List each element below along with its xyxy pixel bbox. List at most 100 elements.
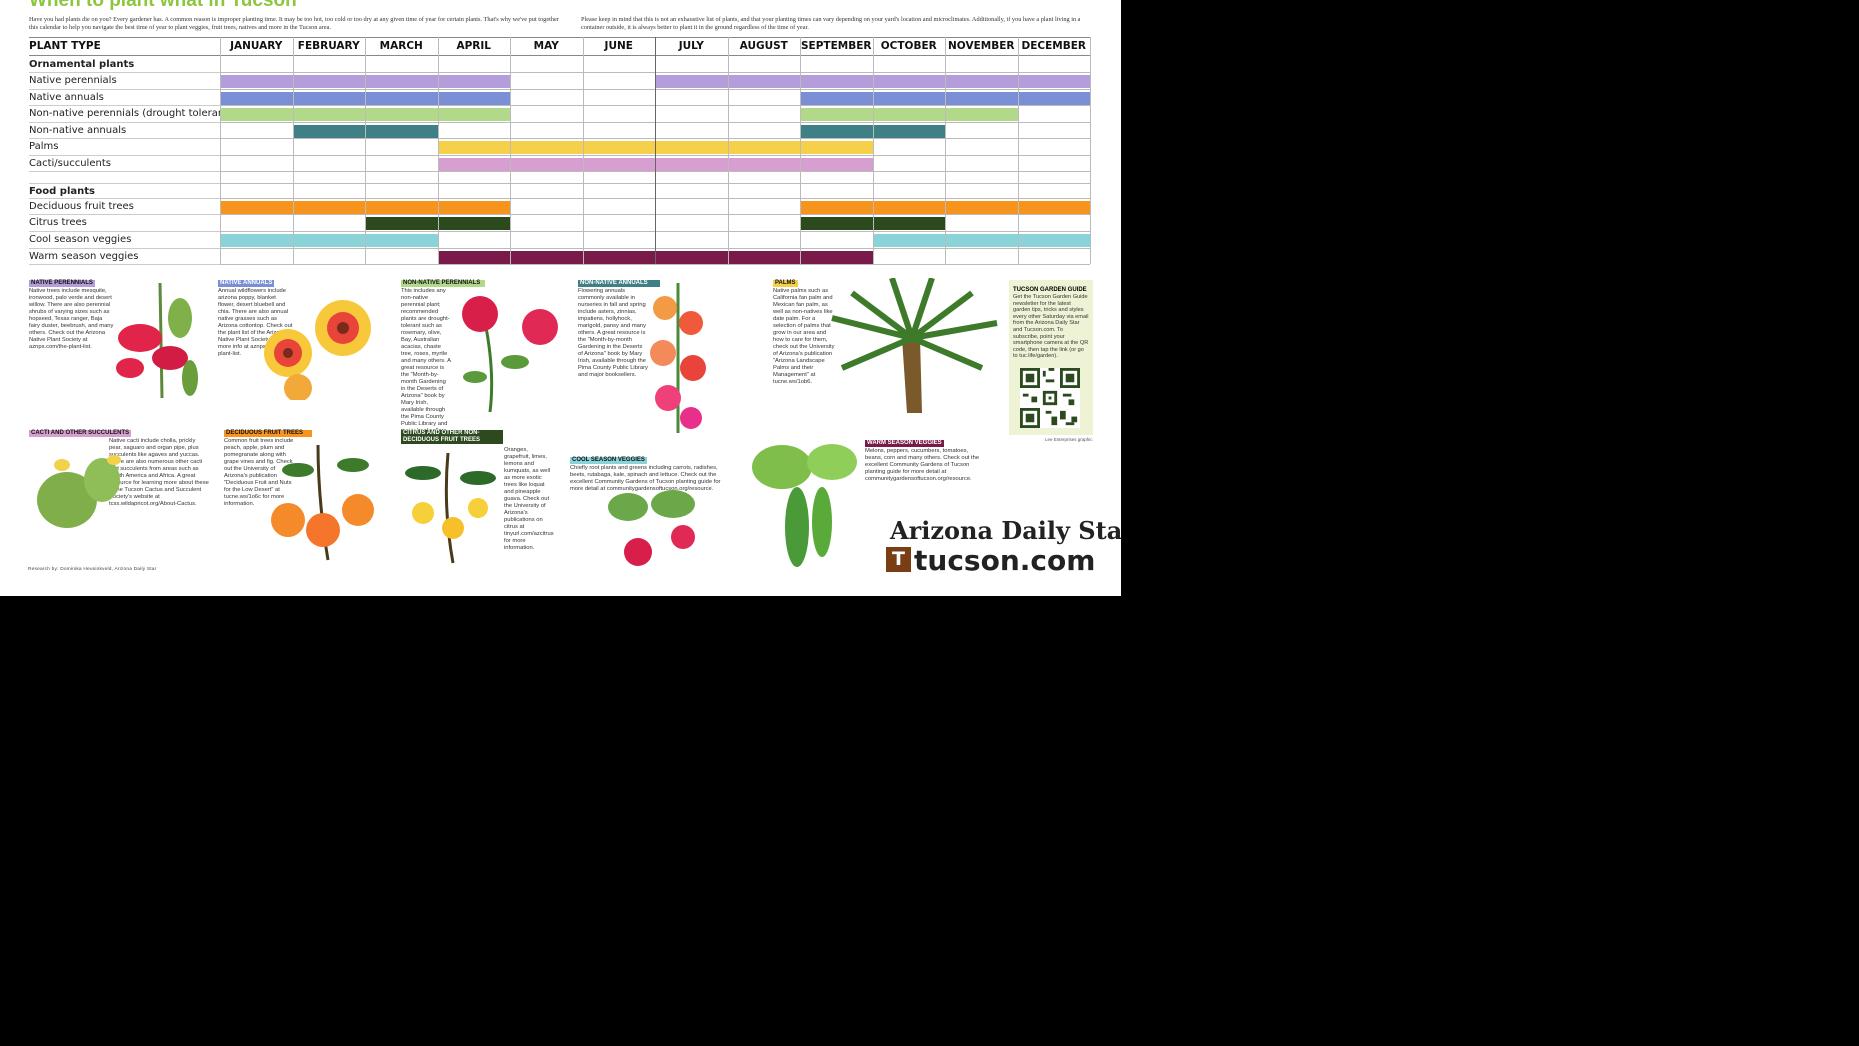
card-non-native-perennials: NON-NATIVE PERENNIALS This includes any … <box>401 280 485 435</box>
month-header: JULY <box>678 40 704 52</box>
card-native-perennials: NATIVE PERENNIALS Native trees include m… <box>29 280 114 351</box>
grid-line <box>29 264 220 265</box>
grid-line <box>29 155 220 156</box>
card-tag: CITRUS AND OTHER NON-DECIDUOUS FRUIT TRE… <box>401 430 503 444</box>
card-text: Native cacti include cholla, prickly pea… <box>109 438 209 507</box>
card-text: Flowering annuals commonly available in … <box>578 288 648 378</box>
page-title: When to plant what in Tucson <box>29 0 297 11</box>
prickly-pear-illustration <box>37 455 121 528</box>
grid-line <box>29 171 220 172</box>
plant-row-label: Citrus trees <box>29 217 87 228</box>
section-label: Food plants <box>29 186 95 197</box>
planting-period-bar <box>872 233 1090 247</box>
grid-line <box>29 105 220 106</box>
grid-line <box>800 37 801 264</box>
card-text: Oranges, grapefruit, limes, lemons and k… <box>504 447 554 551</box>
card-warm-veggies: WARM SEASON VEGGIES Melons, peppers, cuc… <box>865 440 985 483</box>
card-text: This includes any non-native perennial p… <box>401 288 451 434</box>
plant-row-label: Deciduous fruit trees <box>29 201 134 212</box>
grid-line <box>29 122 220 123</box>
garden-guide-text: Get the Tucson Garden Guide newsletter f… <box>1013 294 1089 360</box>
card-tag: NON-NATIVE ANNUALS <box>578 280 660 287</box>
plant-row-label: Non-native annuals <box>29 125 127 136</box>
palm-tree-illustration <box>831 278 998 413</box>
grid-line <box>29 198 220 199</box>
grid-line <box>29 183 220 184</box>
grid-line <box>292 37 294 264</box>
grid-line <box>29 55 1090 56</box>
month-header: OCTOBER <box>880 40 937 52</box>
card-palms: PALMS Native palms such as California fa… <box>773 280 838 386</box>
month-header: FEBRUARY <box>297 40 360 52</box>
radish-illustration <box>608 490 695 566</box>
graphic-credit: Lee Enterprises graphic <box>1045 437 1093 442</box>
grid-line <box>945 37 946 264</box>
grid-line <box>29 231 220 232</box>
grid-line <box>1090 37 1091 264</box>
month-header: NOVEMBER <box>948 40 1015 52</box>
section-label: Ornamental plants <box>29 59 135 70</box>
grid-line <box>1017 37 1019 264</box>
month-header: AUGUST <box>739 40 788 52</box>
card-tag: COOL SEASON VEGGIES <box>570 457 647 464</box>
plant-row-label: Palms <box>29 141 59 152</box>
grid-line <box>29 37 1090 38</box>
grid-line <box>29 248 220 249</box>
plant-type-header: PLANT TYPE <box>29 40 101 52</box>
plant-row-label: Cacti/succulents <box>29 158 111 169</box>
blanket-flower-illustration <box>264 300 371 400</box>
card-citrus: CITRUS AND OTHER NON-DECIDUOUS FRUIT TRE… <box>401 430 554 552</box>
grid-line <box>437 37 439 264</box>
card-native-annuals: NATIVE ANNUALS Annual wildflowers includ… <box>218 280 293 358</box>
grid-line <box>29 138 220 139</box>
plant-row-label: Warm season veggies <box>29 251 139 262</box>
grid-line <box>29 89 220 90</box>
planting-period-bar <box>800 107 1018 121</box>
card-tag: PALMS <box>773 280 798 287</box>
card-tag: NATIVE ANNUALS <box>218 280 275 287</box>
card-cool-veggies: COOL SEASON VEGGIES Chiefly root plants … <box>570 457 730 493</box>
grid-line <box>655 37 656 264</box>
grid-line <box>727 37 729 264</box>
card-text: Common fruit trees include peach, apple,… <box>224 438 294 507</box>
research-credit: Research by: Dominika Heusinkveld, Arizo… <box>28 567 157 572</box>
intro-text-left: Have you had plants die on you? Every ga… <box>29 16 559 31</box>
month-header: MARCH <box>379 40 423 52</box>
month-header: JUNE <box>604 40 633 52</box>
tucson-t-icon: T <box>886 547 911 572</box>
site-name: tucson.com <box>914 544 1096 577</box>
plant-row-label: Native perennials <box>29 75 117 86</box>
card-tag: NATIVE PERENNIALS <box>29 280 95 287</box>
grid-line <box>220 264 1090 265</box>
month-header: APRIL <box>456 40 491 52</box>
card-cacti: CACTI AND OTHER SUCCULENTS Native cacti … <box>29 430 209 508</box>
card-tag: DECIDUOUS FRUIT TREES <box>224 430 312 437</box>
card-non-native-annuals: NON-NATIVE ANNUALS Flowering annuals com… <box>578 280 660 379</box>
intro-text-right: Please keep in mind that this is not an … <box>581 16 1081 31</box>
grid-line <box>582 37 584 264</box>
card-tag: CACTI AND OTHER SUCCULENTS <box>29 430 132 437</box>
lemon-tree-illustration <box>405 452 496 564</box>
grid-line <box>29 72 220 73</box>
planting-period-bar <box>220 233 438 247</box>
peach-illustration <box>271 444 374 561</box>
card-text: Native trees include mesquite, ironwood,… <box>29 288 114 350</box>
rose-illustration <box>462 296 558 413</box>
plant-row-label: Native annuals <box>29 92 104 103</box>
card-text: Annual wildflowers include arizona poppy… <box>218 288 293 357</box>
penstemon-illustration <box>116 282 198 399</box>
plant-row-label: Cool season veggies <box>29 234 132 245</box>
month-header: DECEMBER <box>1021 40 1086 52</box>
card-text: Chiefly root plants and greens including… <box>570 465 721 492</box>
qr-code[interactable] <box>1020 368 1080 428</box>
card-tag: WARM SEASON VEGGIES <box>865 440 944 447</box>
month-header: MAY <box>533 40 559 52</box>
card-text: Native palms such as California fan palm… <box>773 288 835 385</box>
hollyhock-illustration <box>650 283 706 433</box>
arizona-daily-star-logo: Arizona Daily Star <box>890 516 1121 545</box>
grid-line <box>365 37 366 264</box>
card-tag: NON-NATIVE PERENNIALS <box>401 280 485 287</box>
month-header: JANUARY <box>230 40 283 52</box>
month-header: SEPTEMBER <box>801 40 872 52</box>
